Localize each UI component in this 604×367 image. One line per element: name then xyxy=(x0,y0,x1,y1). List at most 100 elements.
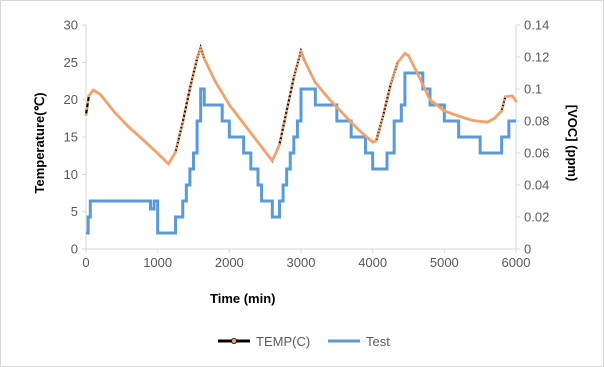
temp-data-point xyxy=(179,128,183,131)
temp-data-point xyxy=(382,109,386,113)
temp-data-point xyxy=(390,80,393,84)
temp-data-point xyxy=(280,130,284,134)
temp-data-point xyxy=(285,109,289,113)
legend: TEMP(C) Test xyxy=(218,334,390,349)
y-tick-label: 0 xyxy=(71,242,78,257)
temp-data-point xyxy=(296,62,299,66)
temp-data-point xyxy=(183,112,186,116)
temp-data-point xyxy=(200,48,203,52)
axes: 0 1000 2000 3000 4000 5000 600005101520253000.… xyxy=(64,18,550,271)
temp-data-point xyxy=(178,131,182,135)
y2-tick-label: 0.08 xyxy=(524,114,549,129)
temp-data-point xyxy=(514,99,518,103)
y2-tick-label: 0 xyxy=(524,242,531,257)
temp-data-point xyxy=(379,123,383,126)
temp-data-point xyxy=(376,132,380,136)
temp-data-point xyxy=(386,94,390,98)
temp-data-point xyxy=(283,117,287,121)
temp-data-point xyxy=(197,51,201,55)
temp-data-point xyxy=(194,60,198,64)
temp-data-point xyxy=(302,57,306,60)
temp-data-point xyxy=(382,113,385,116)
temp-data-point xyxy=(395,63,399,67)
temp-data-point xyxy=(192,72,195,75)
temp-data-point xyxy=(391,74,395,78)
legend-marker-temp xyxy=(230,337,237,344)
temp-data-point xyxy=(184,108,187,111)
temp-data-point xyxy=(500,109,504,113)
x-tick-label: 3000 xyxy=(287,255,316,270)
x-tick-label: 4000 xyxy=(358,255,387,270)
temp-data-point xyxy=(300,52,304,55)
temp-data-point xyxy=(186,95,190,99)
temp-data-point xyxy=(195,57,199,60)
y-tick-label: 10 xyxy=(64,167,78,182)
y-axis-title: Temperature(℃) xyxy=(32,92,47,193)
temp-data-point xyxy=(188,87,192,90)
temp-data-point xyxy=(387,90,391,94)
x-tick-label: 1000 xyxy=(143,255,172,270)
temp-data-point xyxy=(292,75,296,79)
temp-data-point xyxy=(189,83,193,87)
series-markers-temp xyxy=(84,46,518,166)
temp-data-point xyxy=(502,102,505,106)
temp-data-point xyxy=(392,72,396,75)
temp-data-point xyxy=(180,124,184,128)
temp-data-point xyxy=(193,64,197,68)
temp-data-point xyxy=(187,91,191,95)
temp-data-point xyxy=(381,116,384,120)
y-tick-label: 25 xyxy=(64,55,78,70)
temp-data-point xyxy=(279,138,282,142)
legend-item-test: Test xyxy=(328,334,390,349)
temp-data-point xyxy=(84,113,88,116)
temp-data-point xyxy=(377,129,381,133)
temp-data-point xyxy=(85,106,89,110)
temp-data-point xyxy=(374,139,378,143)
temp-data-point xyxy=(375,136,379,139)
legend-label-temp: TEMP(C) xyxy=(256,334,310,349)
temp-data-point xyxy=(184,103,188,107)
y2-tick-label: 0.14 xyxy=(524,18,549,33)
temp-data-point xyxy=(388,87,392,90)
temp-data-point xyxy=(282,122,286,125)
temp-data-point xyxy=(383,105,387,109)
series-layer xyxy=(84,43,518,235)
temp-data-point xyxy=(199,46,203,49)
temp-data-point xyxy=(193,68,196,72)
temp-data-point xyxy=(175,143,179,146)
temp-data-point xyxy=(384,102,388,105)
temp-data-point xyxy=(174,150,177,154)
x-axis-title: Time (min) xyxy=(210,291,276,306)
temp-data-point xyxy=(185,99,189,103)
legend-label-test: Test xyxy=(366,334,390,349)
temp-data-point xyxy=(295,66,298,69)
temp-data-point xyxy=(181,120,185,124)
temp-data-point xyxy=(299,49,303,53)
temp-data-point xyxy=(287,96,291,100)
temp-data-point xyxy=(291,80,295,83)
temp-data-point xyxy=(287,101,290,104)
temp-data-point xyxy=(296,59,300,63)
series-line-test xyxy=(86,71,516,235)
temp-data-point xyxy=(278,143,281,146)
temp-data-point xyxy=(501,105,504,109)
y2-tick-label: 0.02 xyxy=(524,210,549,225)
temp-data-point xyxy=(294,69,298,73)
temp-data-point xyxy=(378,126,382,130)
temp-data-point xyxy=(389,83,392,87)
y2-tick-label: 0.12 xyxy=(524,50,549,65)
y-tick-label: 15 xyxy=(64,130,78,145)
y-tick-label: 5 xyxy=(71,204,78,219)
temp-data-point xyxy=(177,135,181,139)
y2-axis-title: [VOC] (ppm) xyxy=(565,105,580,182)
temp-data-point xyxy=(394,66,398,70)
temp-data-point xyxy=(190,79,194,83)
legend-item-temp: TEMP(C) xyxy=(218,334,310,349)
temp-data-point xyxy=(385,98,389,102)
temp-data-point xyxy=(289,88,293,92)
temp-data-point xyxy=(286,105,289,109)
y-tick-label: 30 xyxy=(64,18,78,33)
temp-data-point xyxy=(196,54,200,58)
x-tick-label: 2000 xyxy=(215,255,244,270)
